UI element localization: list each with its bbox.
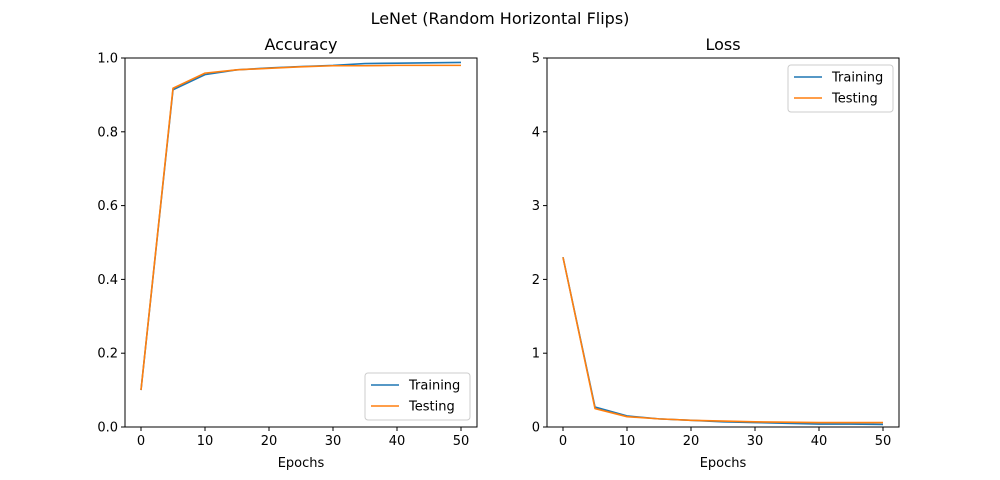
y-tick-label: 1.0	[97, 52, 118, 67]
series-line-testing	[140, 64, 461, 391]
series-line-testing	[562, 257, 883, 424]
x-tick-label: 10	[197, 434, 214, 449]
y-tick-label: 0.8	[97, 125, 118, 140]
x-axis-label: Epochs	[278, 456, 325, 471]
legend-label-testing: Testing	[408, 400, 455, 415]
series-line-training	[140, 61, 462, 391]
subplot-accuracy: Accuracy 0 10 20 30 40 50 0.0 0.2 0.4 0.6 0.8 1.0 Epo…	[97, 35, 478, 471]
y-tick-label: 0.6	[97, 199, 118, 214]
legend-label-training: Training	[408, 379, 460, 394]
x-tick-label: 0	[559, 434, 567, 449]
x-tick-label: 50	[453, 434, 470, 449]
series-line-training	[562, 257, 884, 426]
figure-title: LeNet (Random Horizontal Flips)	[371, 9, 630, 28]
y-tick-label: 0	[532, 421, 540, 436]
subplot-title: Loss	[705, 35, 740, 54]
x-axis-label: Epochs	[700, 456, 747, 471]
legend: Training Testing	[364, 372, 471, 421]
y-tick-label: 1	[532, 347, 540, 362]
x-tick-label: 30	[325, 434, 342, 449]
legend: Training Testing	[787, 64, 894, 113]
x-tick-label: 40	[389, 434, 406, 449]
subplot-loss: Loss 0 10 20 30 40 50 0 1 2 3 4 5 Epochs Training Testi…	[532, 35, 900, 471]
y-tick-label: 4	[532, 125, 540, 140]
y-tick-label: 3	[532, 199, 540, 214]
x-tick-label: 20	[683, 434, 700, 449]
legend-label-training: Training	[831, 71, 883, 86]
x-tick-label: 10	[619, 434, 636, 449]
y-tick-label: 5	[532, 52, 540, 67]
axes-frame	[546, 57, 900, 428]
x-tick-label: 30	[747, 434, 764, 449]
x-tick-label: 50	[875, 434, 892, 449]
axes-frame	[124, 57, 478, 428]
x-tick-label: 40	[811, 434, 828, 449]
x-tick-label: 20	[261, 434, 278, 449]
y-tick-label: 0.2	[97, 347, 118, 362]
subplot-title: Accuracy	[264, 35, 337, 54]
y-tick-label: 0.0	[97, 421, 118, 436]
legend-label-testing: Testing	[831, 92, 878, 107]
y-tick-label: 0.4	[97, 273, 118, 288]
y-tick-label: 2	[532, 273, 540, 288]
x-tick-label: 0	[137, 434, 145, 449]
